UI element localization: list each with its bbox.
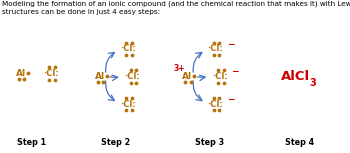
Text: ·Cl:: ·Cl: bbox=[120, 45, 136, 53]
Text: 3: 3 bbox=[310, 78, 317, 88]
Text: −: − bbox=[227, 95, 234, 104]
Text: Al: Al bbox=[95, 72, 105, 81]
Text: Al: Al bbox=[182, 72, 192, 81]
Text: Step 3: Step 3 bbox=[195, 138, 225, 147]
Text: ·Cl:: ·Cl: bbox=[43, 69, 59, 78]
Text: Step 2: Step 2 bbox=[101, 138, 130, 147]
Text: −: − bbox=[227, 40, 234, 49]
Text: Step 1: Step 1 bbox=[17, 138, 46, 147]
Text: ·Cl:: ·Cl: bbox=[207, 100, 223, 108]
Text: AlCl: AlCl bbox=[281, 70, 310, 83]
Text: Step 4: Step 4 bbox=[285, 138, 314, 147]
Text: ·Cl:: ·Cl: bbox=[207, 45, 223, 53]
Text: −: − bbox=[231, 67, 239, 76]
Text: ·Cl:: ·Cl: bbox=[212, 72, 228, 81]
Text: ·Cl:: ·Cl: bbox=[125, 72, 140, 81]
Text: Modeling the formation of an ionic compound (and the chemical reaction that make: Modeling the formation of an ionic compo… bbox=[2, 1, 350, 15]
Text: 3+: 3+ bbox=[174, 64, 185, 73]
Text: ·Cl:: ·Cl: bbox=[120, 100, 136, 108]
Text: Al: Al bbox=[16, 69, 26, 78]
